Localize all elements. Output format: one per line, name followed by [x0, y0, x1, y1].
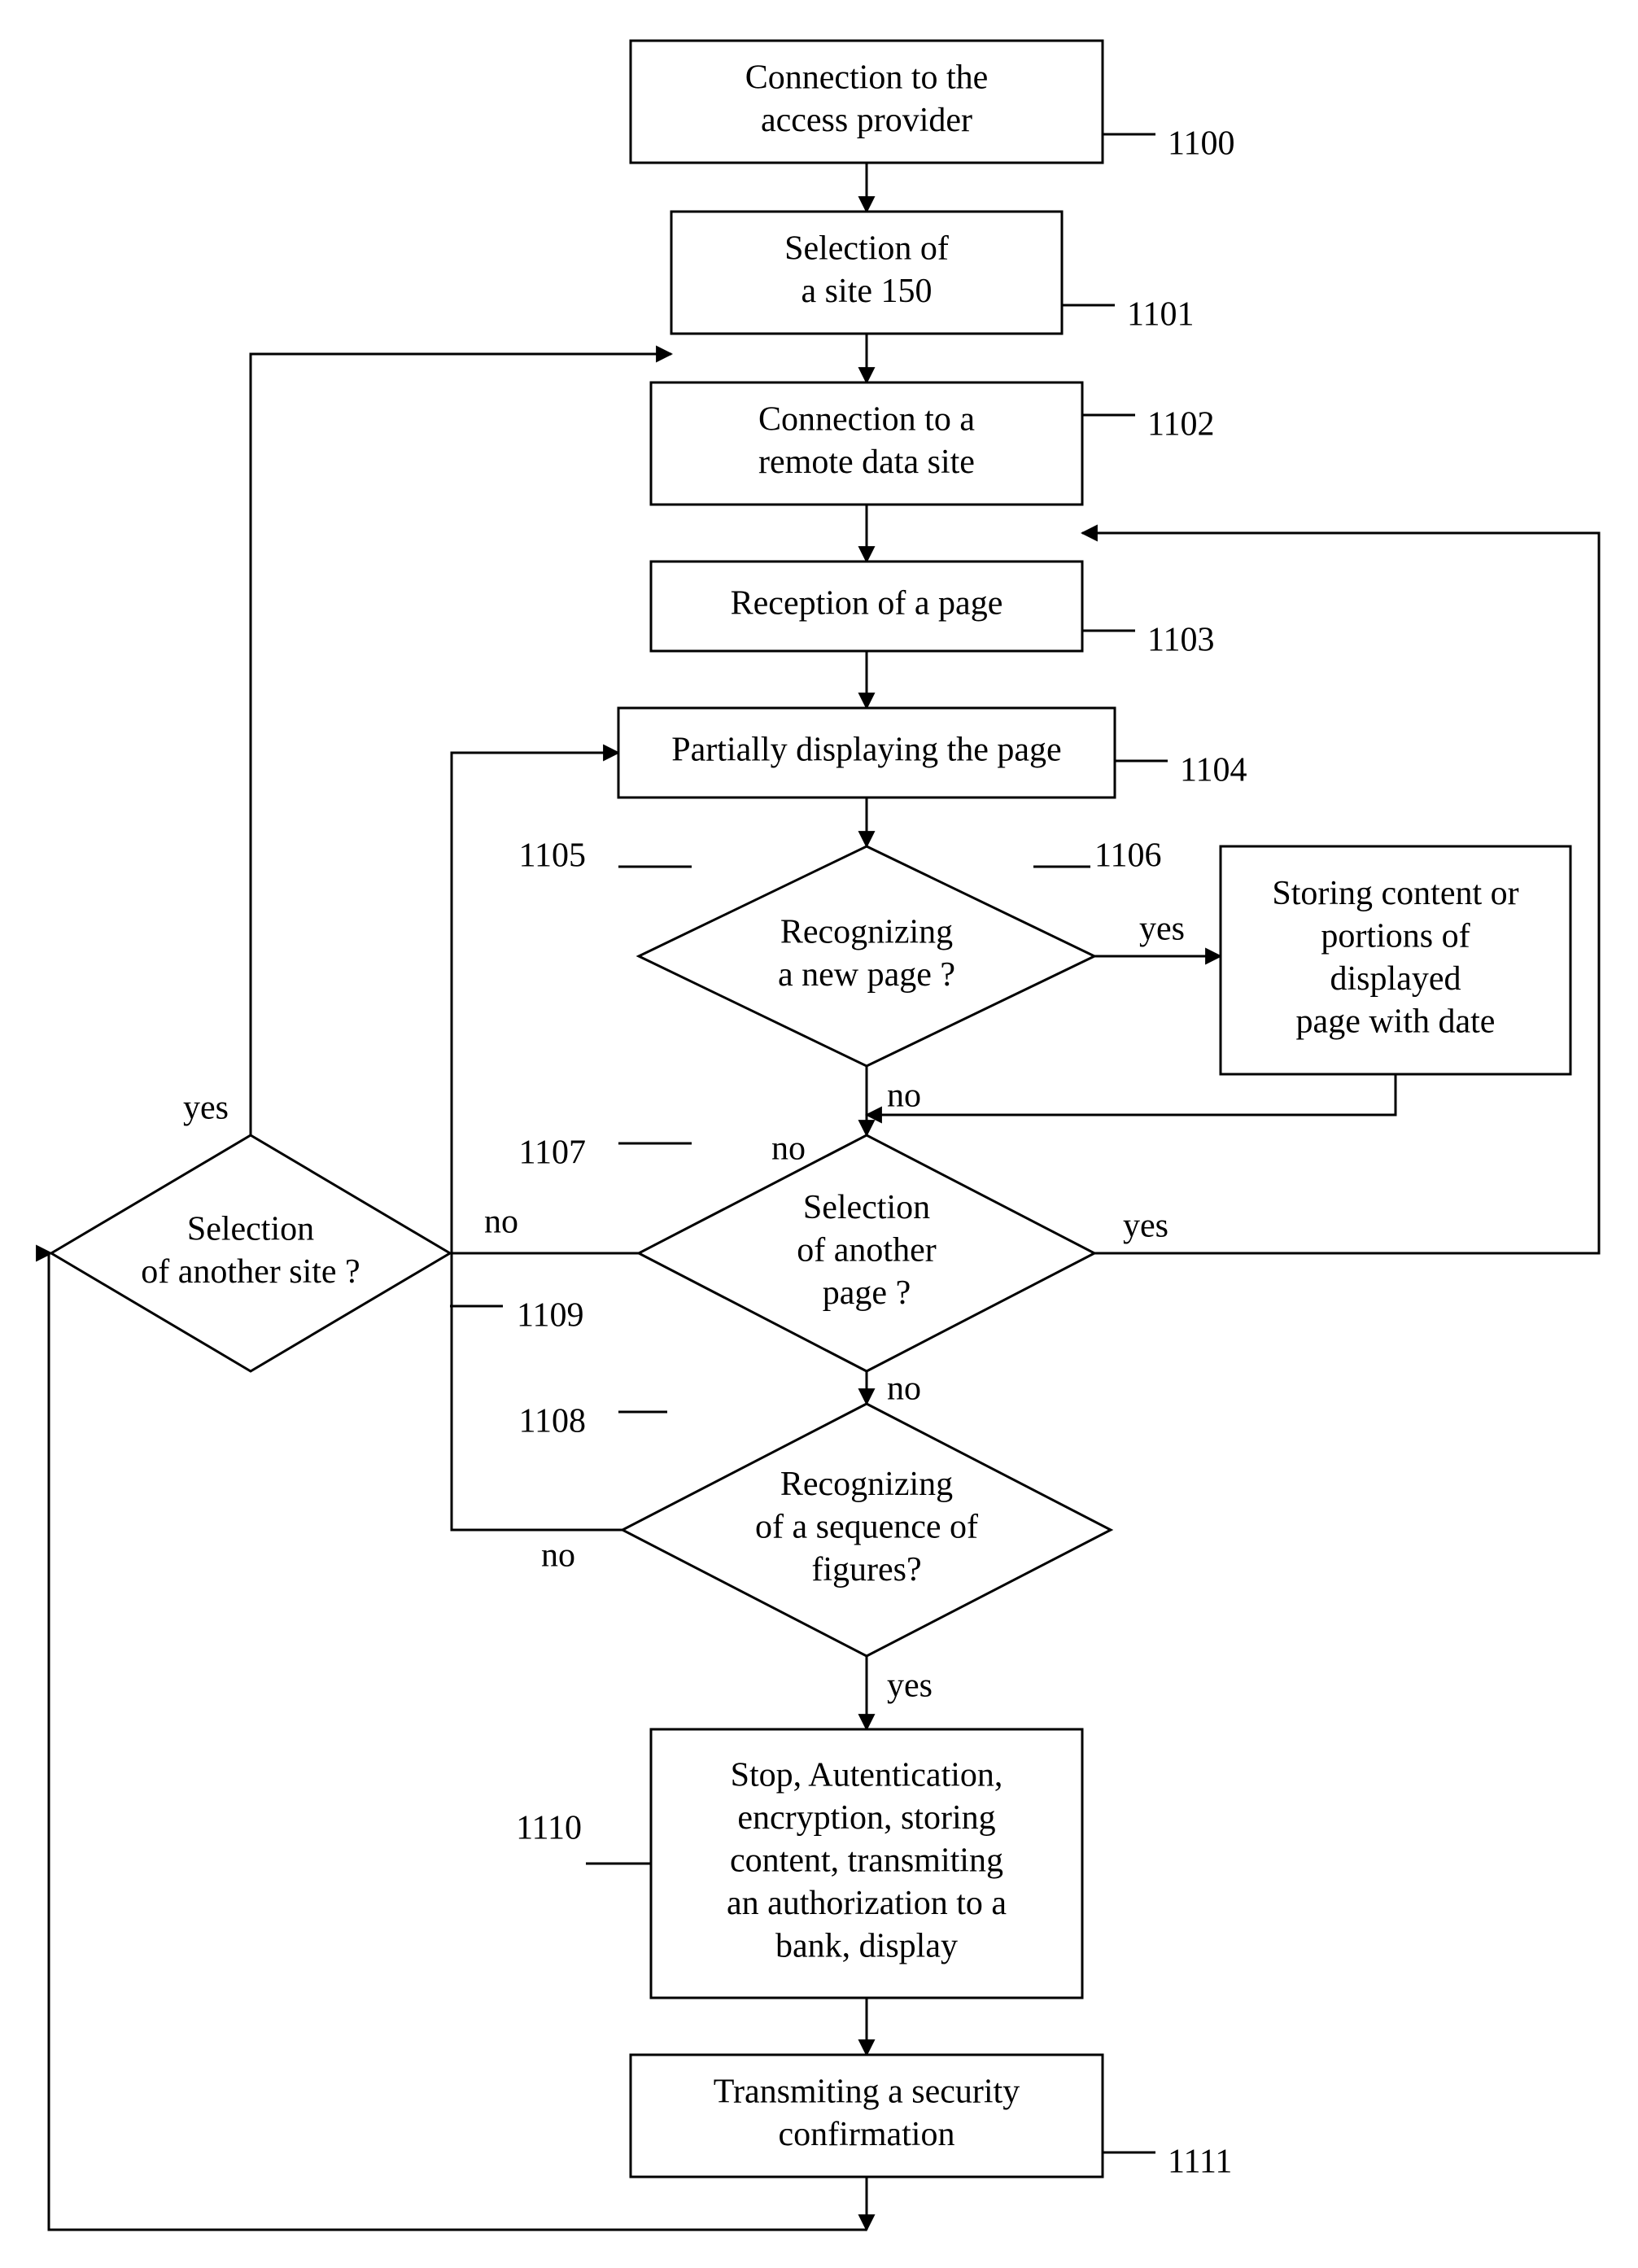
ref-label: 1101	[1127, 296, 1194, 334]
node-text: Selection	[187, 1210, 314, 1248]
edge-label: no	[541, 1537, 575, 1575]
node-text: of another site ?	[141, 1253, 360, 1291]
node-text: content, transmiting	[730, 1842, 1003, 1880]
ref-label: 1109	[517, 1297, 583, 1335]
node-text: Partially displaying the page	[671, 732, 1061, 769]
ref-label: 1105	[519, 837, 586, 875]
edge-label: no	[771, 1130, 806, 1168]
node-text: page ?	[823, 1274, 911, 1312]
ref-label: 1102	[1147, 406, 1214, 444]
node-text: Selection of	[784, 229, 949, 267]
edge-label: yes	[1139, 911, 1185, 948]
edge-label: yes	[887, 1667, 933, 1705]
edge-label: no	[887, 1370, 921, 1408]
node-text: displayed	[1330, 960, 1461, 998]
ref-label: 1107	[519, 1134, 586, 1172]
edge-label: yes	[1123, 1208, 1168, 1245]
node-text: Connection to a	[758, 400, 975, 438]
node-text: Recognizing	[780, 1466, 953, 1503]
ref-label: 1111	[1168, 2143, 1232, 2181]
node-text: a new page ?	[778, 956, 955, 994]
node-text: encryption, storing	[737, 1799, 995, 1837]
ref-label: 1108	[519, 1403, 586, 1440]
node-text: of another	[797, 1232, 936, 1269]
node-text: figures?	[811, 1551, 921, 1588]
node-text: a site 150	[802, 273, 933, 310]
ref-label: 1104	[1180, 752, 1247, 789]
node-text: of a sequence of	[755, 1509, 978, 1546]
node-text: bank, display	[775, 1928, 958, 1965]
node-text: Recognizing	[780, 913, 953, 950]
node-text: page with date	[1296, 1003, 1496, 1040]
node-text: Selection	[803, 1189, 930, 1226]
ref-label: 1103	[1147, 622, 1214, 659]
node-text: confirmation	[779, 2116, 955, 2153]
flowchart: yes yes no no yes no no yes no Connection to the a…	[0, 0, 1638, 2268]
ref-label: 1100	[1168, 125, 1234, 163]
node-text: remote data site	[758, 444, 975, 481]
node-text: an authorization to a	[727, 1885, 1007, 1922]
edge	[251, 354, 671, 1135]
edge	[867, 1074, 1396, 1115]
edge-label: no	[484, 1204, 518, 1241]
node-text: access provider	[761, 102, 972, 139]
node-text: Stop, Autentication,	[731, 1757, 1003, 1794]
ref-label: 1110	[516, 1810, 582, 1847]
ref-label: 1106	[1094, 837, 1161, 875]
node-text: Storing content or	[1272, 875, 1518, 912]
edge-label: no	[887, 1077, 921, 1115]
node-text: Transmiting a security	[714, 2073, 1020, 2110]
node-text: portions of	[1321, 917, 1470, 955]
node-text: Connection to the	[745, 59, 989, 96]
node-text: Reception of a page	[731, 585, 1003, 623]
edge-label: yes	[183, 1090, 229, 1127]
